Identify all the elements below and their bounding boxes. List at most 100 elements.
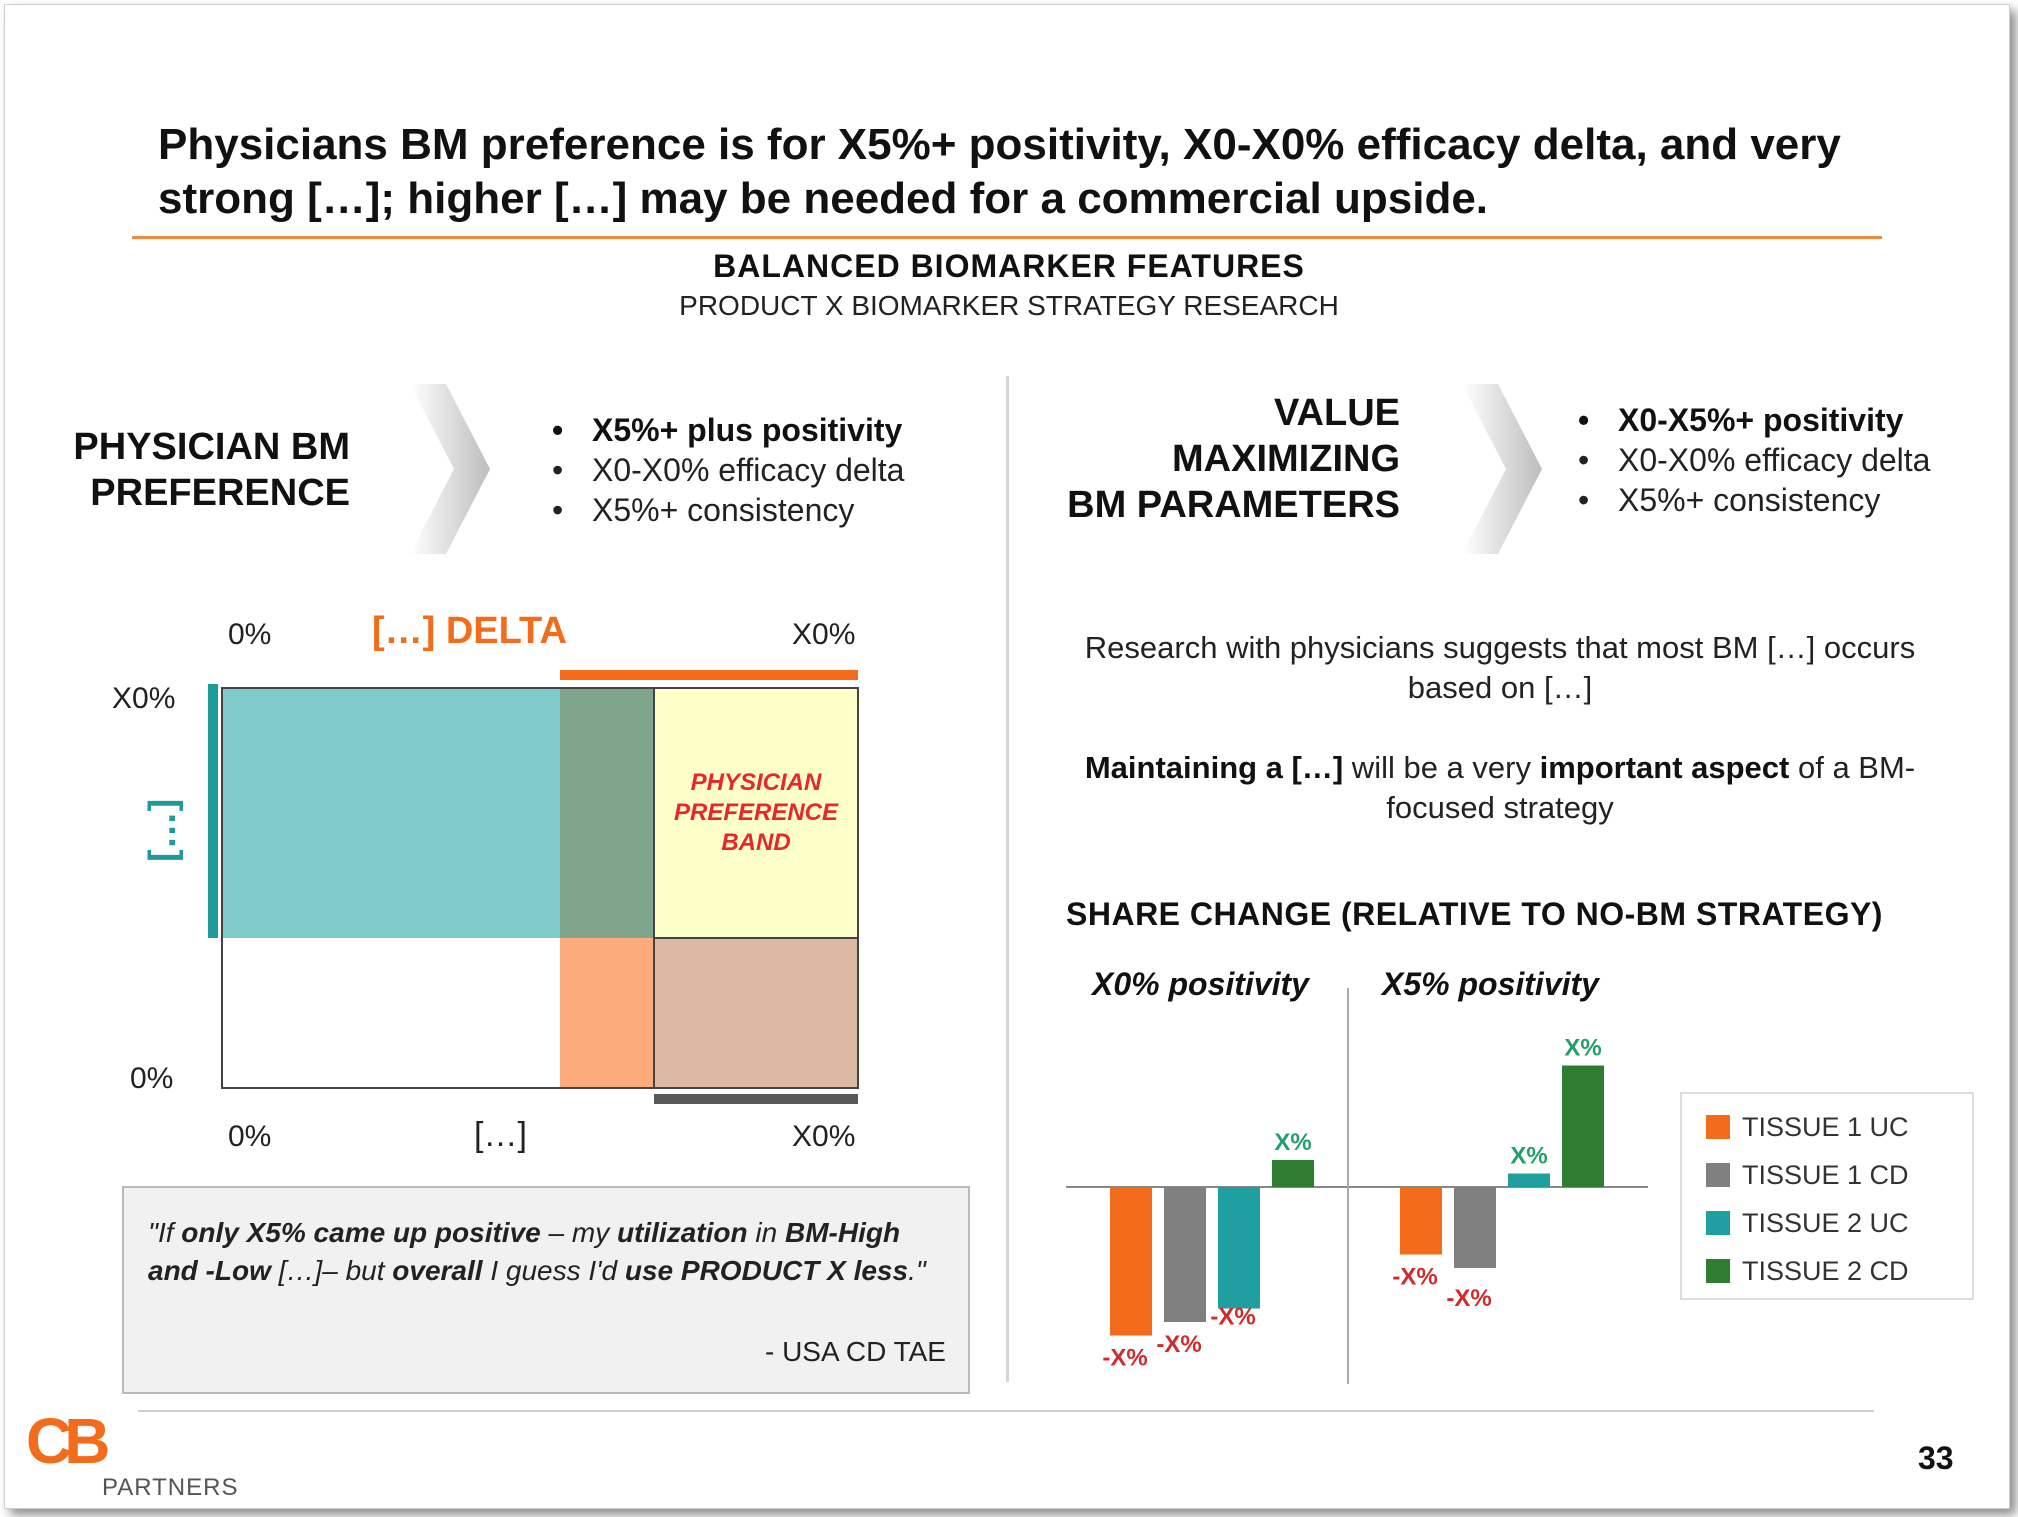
value-maximizing-label: VALUE MAXIMIZING BM PARAMETERS	[1040, 390, 1400, 528]
physician-quote-box: "If only X5% came up positive – my utili…	[122, 1186, 970, 1394]
slide-title: Physicians BM preference is for X5%+ pos…	[158, 120, 1841, 223]
bar-data-label: -X%	[1210, 1304, 1255, 1331]
quote-part: – my	[540, 1217, 617, 1248]
quote-part: ."	[908, 1255, 926, 1286]
text-phrase: of a BM-focused strategy	[1386, 750, 1916, 825]
title-rule	[132, 236, 1882, 239]
bottom-range-bar	[654, 1094, 858, 1104]
bold-phrase: Maintaining a […]	[1084, 750, 1344, 785]
bar-data-label: X%	[1274, 1129, 1311, 1156]
green-gray-region	[560, 688, 654, 938]
legend-label: TISSUE 1 UC	[1742, 1112, 1909, 1142]
label-line: PREFERENCE	[90, 472, 350, 514]
quote-part: BM-High and -Low	[148, 1217, 901, 1286]
legend-swatch	[1706, 1211, 1730, 1235]
bar-data-label: -X%	[1102, 1345, 1147, 1372]
bar-data-label: X%	[1564, 1035, 1601, 1062]
text-phrase: will be a very	[1343, 750, 1540, 785]
bar-1-3	[1218, 1187, 1260, 1309]
legend-swatch	[1706, 1259, 1730, 1283]
quote-part: in	[747, 1217, 785, 1248]
left-bullet-list: X5%+ plus positivity X0-X0% efficacy del…	[552, 410, 904, 530]
quote-part: […]– but	[270, 1255, 393, 1286]
quote-part: utilization	[616, 1217, 748, 1248]
chevron-arrow-icon	[1462, 384, 1542, 554]
teal-region	[222, 688, 560, 938]
legend-item: TISSUE 1 CD	[1706, 1160, 1909, 1191]
y-top-label: X0%	[112, 682, 176, 715]
bar-data-label: -X%	[1446, 1285, 1491, 1312]
bullet-item: X5%+ consistency	[552, 490, 904, 530]
bar-data-label: -X%	[1392, 1264, 1437, 1291]
legend-label: TISSUE 2 CD	[1742, 1256, 1909, 1286]
legend-item: TISSUE 2 UC	[1706, 1208, 1909, 1239]
quote-text: "If only X5% came up positive – my utili…	[148, 1214, 944, 1290]
logo-word: PARTNERS	[102, 1474, 239, 1501]
maintain-text: Maintaining a […] will be a very importa…	[1070, 748, 1930, 828]
quote-attribution: - USA CD TAE	[764, 1336, 946, 1367]
delta-label: […] DELTA	[372, 610, 567, 652]
bullet-item: X5%+ plus positivity	[552, 410, 904, 450]
top-right-axis-label: X0%	[792, 618, 856, 651]
section-subheading: PRODUCT X BIOMARKER STRATEGY RESEARCH	[679, 290, 1339, 321]
bar-2-2	[1454, 1187, 1496, 1268]
section-heading: BALANCED BIOMARKER FEATURES	[713, 248, 1305, 284]
bullet-item: X5%+ consistency	[1578, 480, 1930, 520]
chart-legend: TISSUE 1 UC TISSUE 1 CD TISSUE 2 UC TISS…	[1680, 1092, 1974, 1300]
research-text: Research with physicians suggests that m…	[1084, 630, 1916, 705]
bullet-item: X0-X0% efficacy delta	[552, 450, 904, 490]
share-change-chart: -X% -X% -X% X% -X% -X% X% X%	[1066, 988, 1648, 1384]
quote-part: only X5% came up positive	[181, 1217, 541, 1248]
bar-data-label: X%	[1510, 1143, 1547, 1170]
top-left-axis-label: 0%	[228, 618, 272, 651]
diagram-frame	[221, 687, 859, 1089]
bar-2-4	[1562, 1065, 1604, 1187]
preference-band-region	[653, 687, 859, 939]
quote-part: overall	[392, 1255, 483, 1286]
bar-1-2	[1164, 1187, 1206, 1322]
y-bottom-label: 0%	[130, 1062, 174, 1095]
page-number: 33	[1918, 1440, 1954, 1476]
y-axis-label: […]	[142, 798, 184, 862]
legend-item: TISSUE 1 UC	[1706, 1112, 1909, 1143]
orange-region	[560, 938, 654, 1088]
panel-title-2: X5% positivity	[1382, 966, 1599, 1002]
right-bullet-list: X0-X5%+ positivity X0-X0% efficacy delta…	[1578, 400, 1930, 520]
tan-region	[653, 937, 859, 1089]
legend-swatch	[1706, 1115, 1730, 1139]
preference-band-label: PHYSICIAN PREFERENCE BAND	[656, 768, 856, 858]
bar-data-label: -X%	[1156, 1331, 1201, 1358]
bullet-item: X0-X5%+ positivity	[1578, 400, 1930, 440]
logo-letters: CB	[26, 1405, 110, 1477]
y-range-bar	[208, 684, 218, 938]
label-line: PHYSICIAN BM	[73, 426, 350, 468]
delta-bar	[560, 670, 858, 680]
legend-swatch	[1706, 1163, 1730, 1187]
bottom-mid-axis-label: […]	[474, 1116, 527, 1154]
label-line: VALUE	[1274, 392, 1400, 434]
bottom-right-axis-label: X0%	[792, 1120, 856, 1153]
physician-preference-label: PHYSICIAN BM PREFERENCE	[60, 424, 350, 516]
legend-item: TISSUE 2 CD	[1706, 1256, 1909, 1287]
vertical-divider	[1006, 376, 1009, 1382]
band-label-line: PREFERENCE	[673, 799, 839, 826]
quote-part: I guess I'd	[482, 1255, 625, 1286]
label-line: BM PARAMETERS	[1067, 484, 1400, 526]
band-label-line: PHYSICIAN	[690, 769, 822, 796]
quote-part: use PRODUCT X less	[624, 1255, 909, 1286]
chart-title: SHARE CHANGE (RELATIVE TO NO-BM STRATEGY…	[1066, 896, 1883, 932]
panel-title-1: X0% positivity	[1092, 966, 1309, 1002]
physician-preference-band-diagram	[208, 670, 859, 1104]
band-label-line: BAND	[721, 829, 791, 856]
bar-2-1	[1400, 1187, 1442, 1255]
cb-partners-logo: CB PARTNERS	[26, 1404, 286, 1504]
quote-part: "If	[148, 1217, 182, 1248]
legend-label: TISSUE 2 UC	[1742, 1208, 1909, 1238]
footer-rule	[138, 1410, 1874, 1412]
chevron-arrow-icon	[410, 384, 490, 554]
bar-1-4	[1272, 1160, 1314, 1187]
bar-1-1	[1110, 1187, 1152, 1336]
bar-2-3	[1508, 1173, 1550, 1187]
bullet-item: X0-X0% efficacy delta	[1578, 440, 1930, 480]
legend-label: TISSUE 1 CD	[1742, 1160, 1909, 1190]
